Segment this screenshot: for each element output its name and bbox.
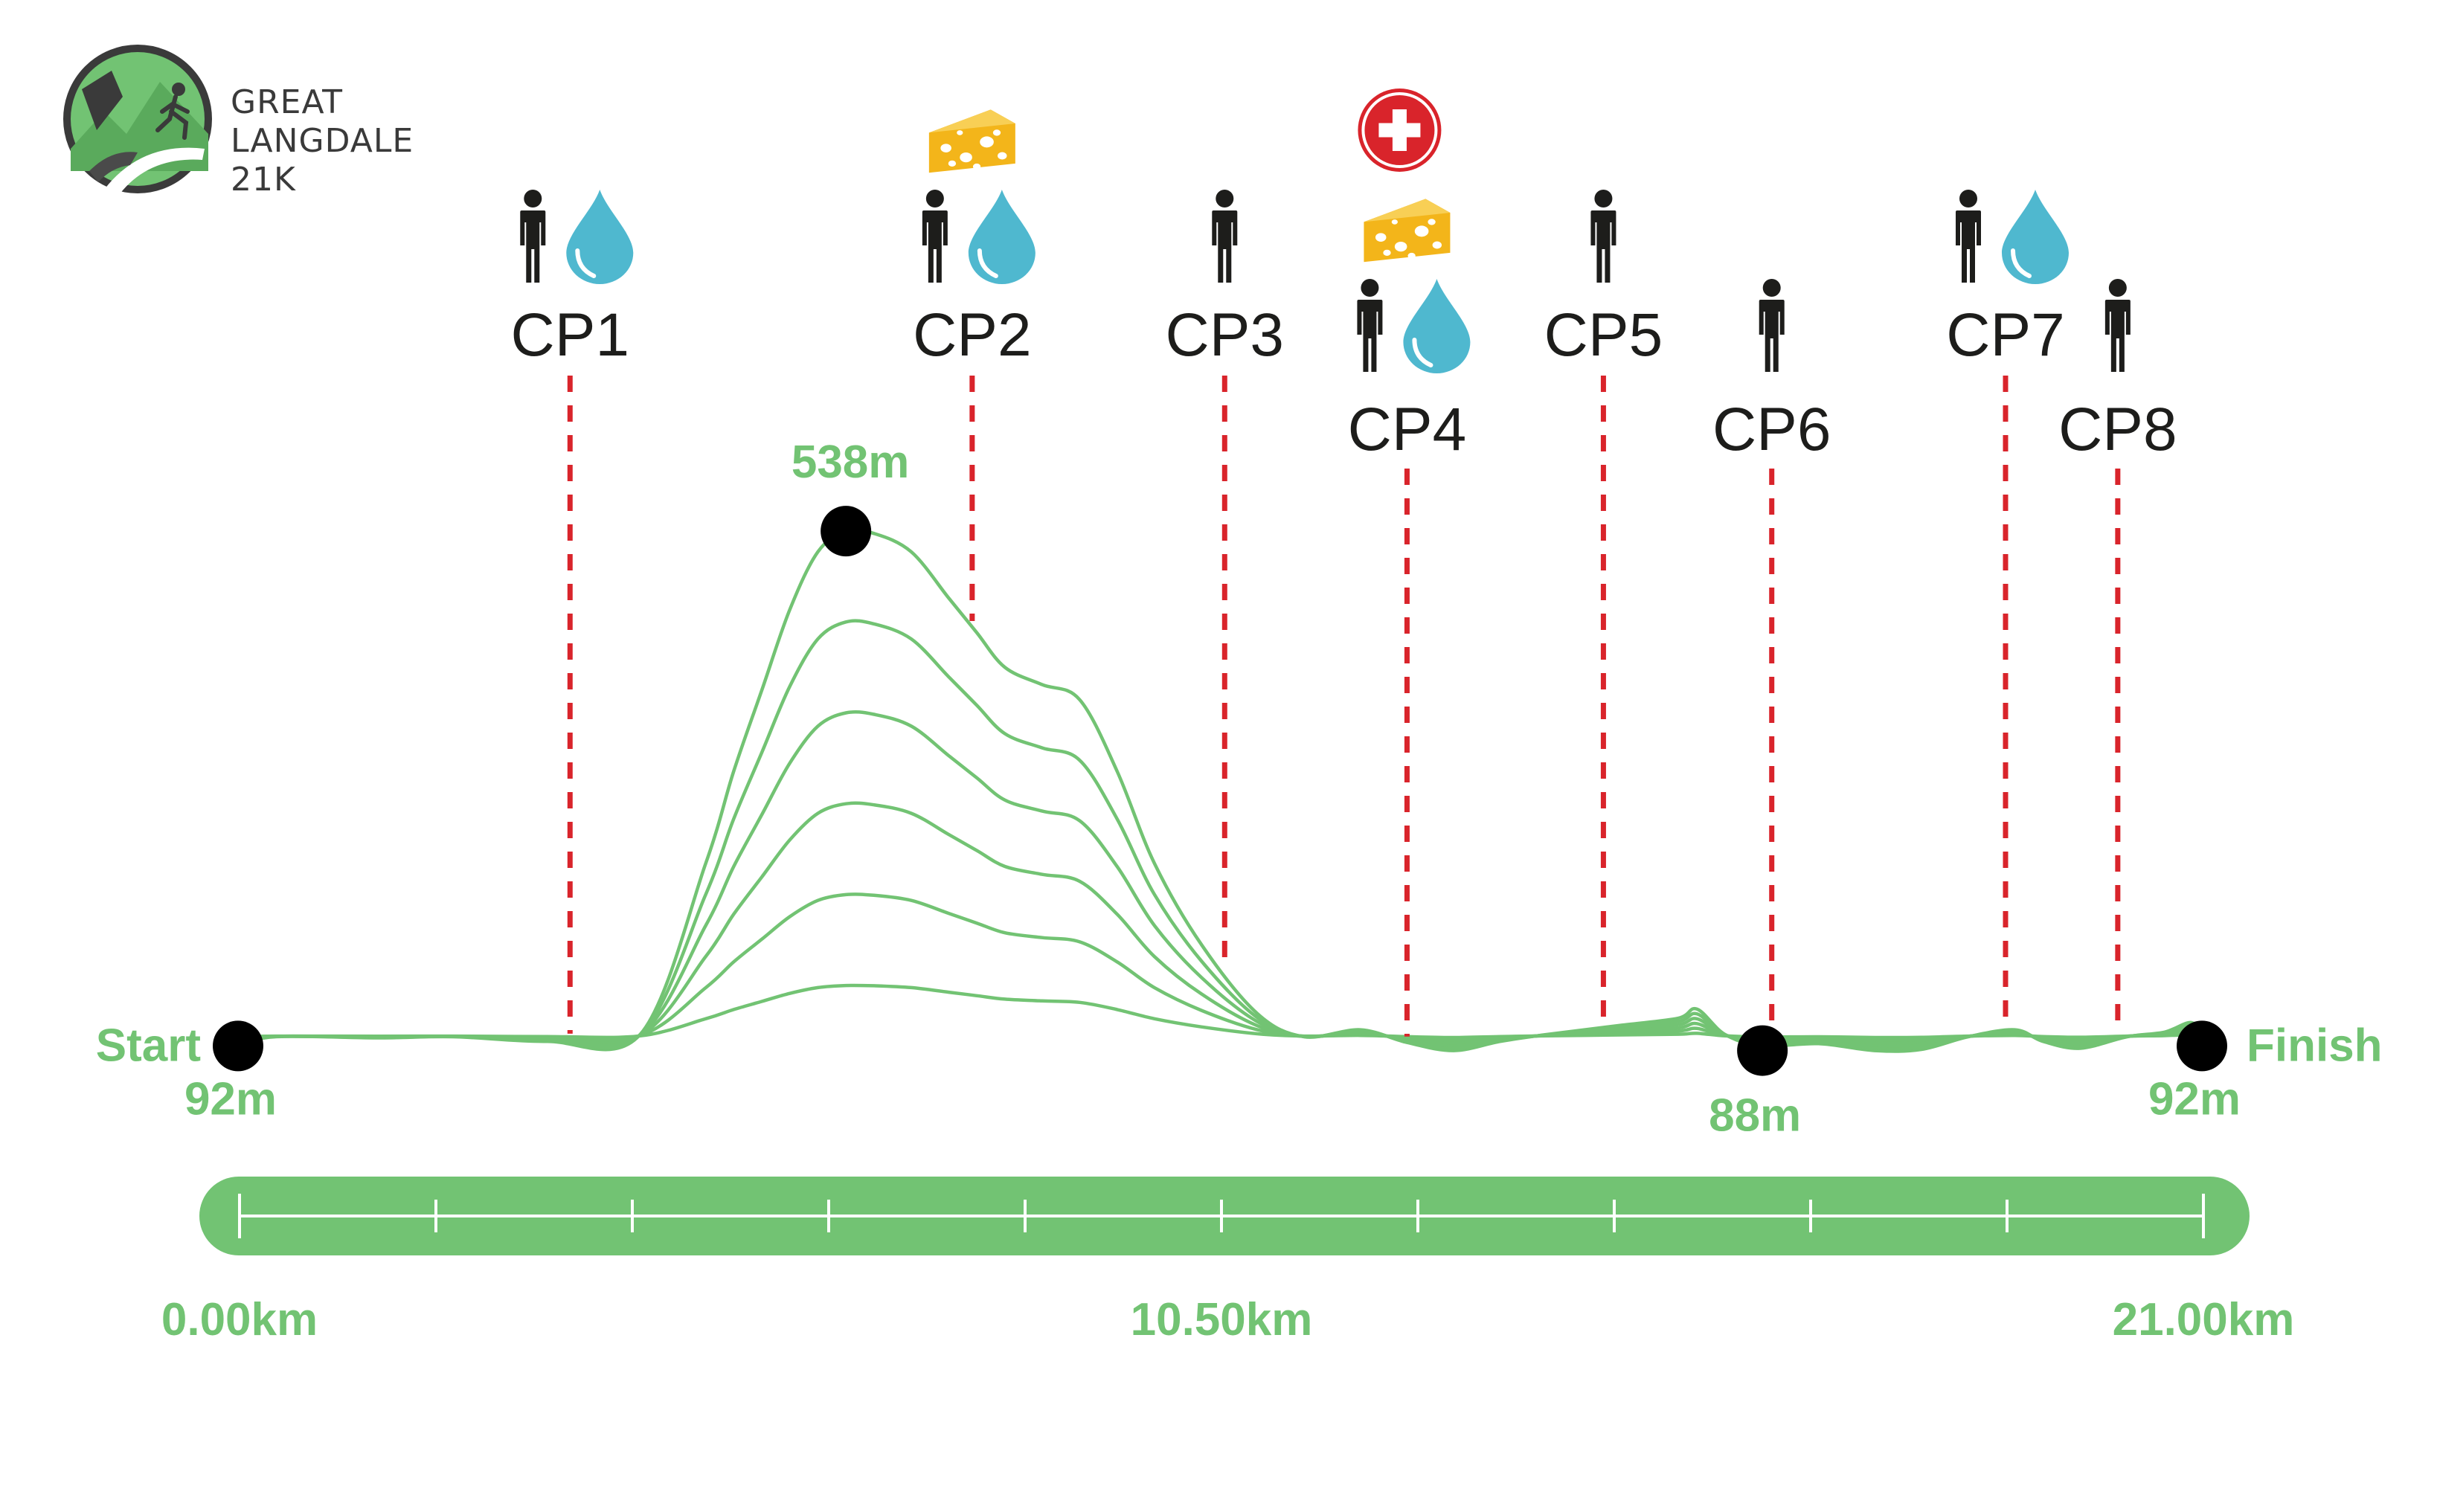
medical-cross-icon [1358,89,1442,172]
cheese-icon [928,109,1015,173]
distance-tick-label: 10.50km [1131,1294,1313,1345]
elevation-line [237,527,2204,1053]
checkpoint-cp2: CP2 [913,109,1036,621]
checkpoint-label: CP5 [1544,301,1663,369]
distance-tick-label: 0.00km [161,1294,318,1345]
person-icon [1212,190,1238,283]
checkpoint-cp7: CP7 [1946,190,2069,1026]
checkpoint-label: CP4 [1348,396,1467,463]
checkpoint-label: CP1 [511,301,630,369]
water-drop-icon [566,190,634,284]
elevation-profile [237,527,2204,1053]
checkpoint-cp6: CP6 [1712,279,1831,1040]
elevation-marker-dot [213,1020,263,1072]
logo-line-1: GREAT [231,83,343,121]
elevation-marker-dot [1737,1025,1788,1076]
checkpoint-cp3: CP3 [1166,190,1285,968]
checkpoint-cp4: CP4 [1348,89,1471,1037]
person-icon [1759,279,1785,372]
person-icon [1590,190,1616,283]
water-drop-icon [2002,190,2069,284]
water-drop-icon [968,190,1036,284]
elevation-contour-line [237,801,2203,1045]
elevation-label: 538m [792,437,910,488]
elevation-contour-line [237,710,2204,1048]
elevation-contour-line [237,983,2203,1040]
person-icon [1357,279,1383,372]
water-drop-icon [1403,279,1471,373]
distance-tick-labels: 0.00km 10.50km 21.00km [161,1294,2295,1345]
logo-line-2: LANGDALE [231,122,414,160]
distance-tick-label: 21.00km [2113,1294,2295,1345]
elevation-marker: 538m [792,437,910,557]
checkpoint-cp5: CP5 [1544,190,1663,1022]
elevation-label: 92m [184,1073,277,1125]
elevation-contour-line [237,892,2203,1042]
checkpoints: CP1 CP2 CP3 CP4 CP5 CP6 CP7 CP8 [511,89,2177,1040]
elevation-marker-dot [2177,1020,2227,1072]
checkpoint-cp1: CP1 [511,190,634,1034]
elevation-label: 88m [1709,1090,1801,1142]
elevation-marker-dot [821,506,872,557]
elevation-marker: 88m [1709,1025,1801,1142]
checkpoint-label: CP6 [1712,396,1831,463]
distance-ticks [238,1194,2205,1238]
finish-label: Finish [2247,1020,2383,1071]
checkpoint-label: CP3 [1166,301,1285,369]
checkpoint-label: CP2 [913,301,1032,369]
person-icon [922,190,948,283]
start-label: Start [96,1020,201,1071]
cheese-icon [1364,199,1451,263]
person-icon [2104,279,2131,372]
checkpoint-cp8: CP8 [2058,279,2177,1034]
elevation-contour-line [237,619,2204,1051]
checkpoint-label: CP8 [2058,396,2177,463]
elevation-label: 92m [2148,1073,2241,1125]
mountain-runner-logo-icon [63,45,212,195]
distance-bar: 0.00km 10.50km 21.00km [161,1177,2295,1345]
person-icon [520,190,546,283]
person-icon [1956,190,1981,283]
checkpoint-label: CP7 [1946,301,2065,369]
logo-line-3: 21K [231,161,296,199]
race-logo: GREAT LANGDALE 21K [63,45,414,199]
